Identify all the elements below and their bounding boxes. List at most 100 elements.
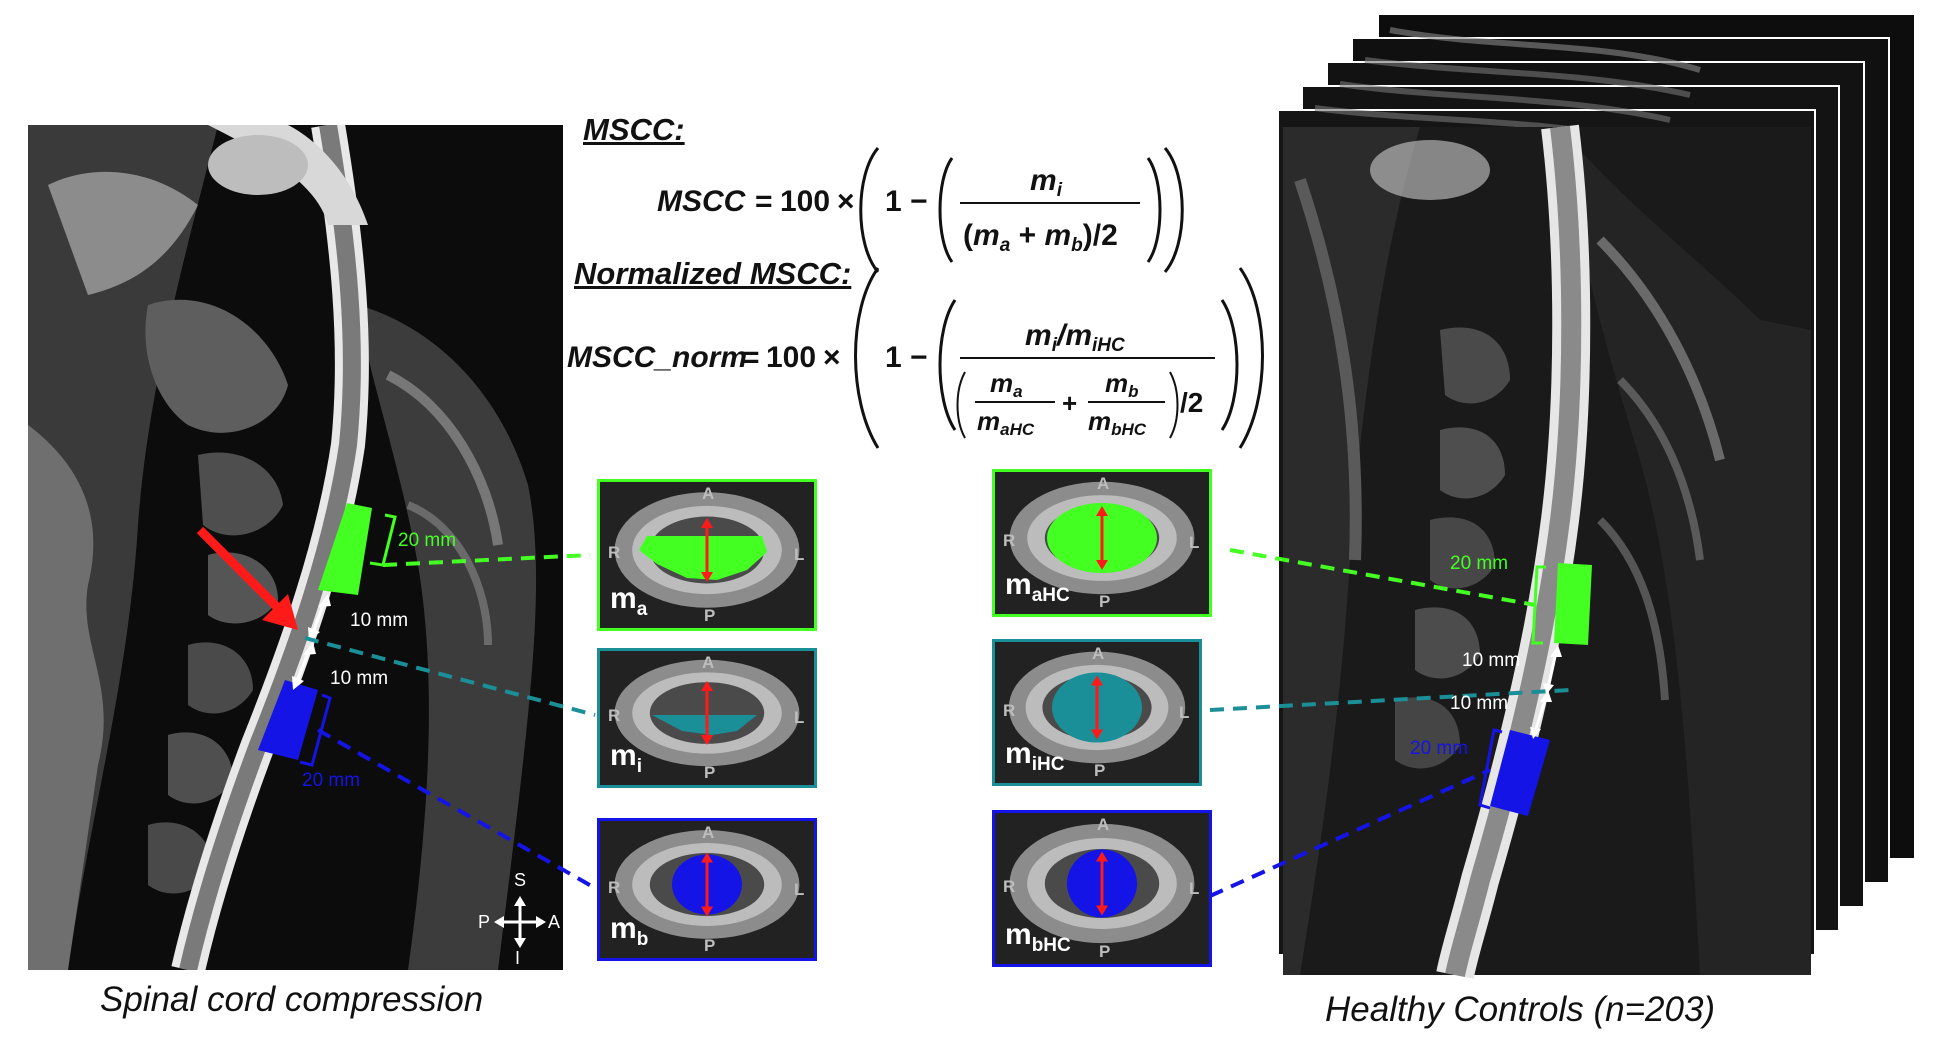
mscc-lhs: MSCC [657, 185, 747, 218]
tile-label-r: R [1003, 700, 1016, 720]
svg-text:mi/miHC: mi/miHC [1025, 319, 1125, 356]
tile-label-r: R [608, 706, 621, 725]
orientation-i: I [515, 948, 521, 968]
patient-mri-drawing [28, 125, 537, 970]
right-lower-bracket [1478, 728, 1503, 810]
compression-arrow [196, 526, 284, 614]
mscc-const: 100 [780, 185, 830, 218]
tile-label-p: P [1099, 592, 1111, 611]
left-upper-segment [318, 503, 372, 595]
normalized-mscc-title: Normalized MSCC: [574, 256, 852, 291]
patient-mri-image [28, 125, 563, 970]
tile-label-p: P [1099, 942, 1111, 961]
axial-tile-mbHC: A P R L mbHC [992, 810, 1212, 967]
left-gap-lower-label: 10 mm [330, 668, 389, 689]
svg-text:−: − [910, 341, 928, 374]
svg-text:×: × [837, 185, 855, 218]
tile-label-r: R [1003, 876, 1016, 896]
axial-tile-ma: A P R L ma [597, 479, 817, 631]
axial-drawing-miHC [995, 642, 1199, 783]
axial-tile-mb: A P R L mb [597, 818, 817, 961]
tile-label-p: P [704, 763, 716, 782]
right-upper-length-label: 20 mm [1450, 553, 1509, 574]
left-blue-connector [317, 728, 596, 890]
svg-text:mbHC: mbHC [1088, 406, 1147, 439]
left-upper-length-label: 20 mm [398, 530, 457, 551]
tile-label-a: A [702, 653, 715, 672]
mscc-equals: = [755, 185, 773, 218]
right-gap-lower-arrow [1533, 696, 1548, 733]
tile-label-a: A [1092, 644, 1105, 663]
svg-text:1: 1 [885, 341, 902, 374]
tile-label-l: L [1189, 878, 1200, 898]
tile-label-l: L [1189, 533, 1200, 552]
svg-text:=: = [742, 341, 760, 374]
right-teal-connector [1209, 688, 1571, 712]
right-upper-segment [1554, 563, 1592, 645]
orientation-cross [494, 896, 546, 948]
axial-tile-maHC: A P R L maHC [992, 469, 1212, 617]
svg-text:(ma + mb)/2: (ma + mb)/2 [963, 219, 1118, 256]
axial-tile-mi: A P R L mi [597, 648, 817, 788]
right-lower-segment [1490, 730, 1550, 816]
svg-text:mb: mb [1105, 368, 1139, 401]
svg-text:+: + [1062, 388, 1077, 418]
compression-arrowhead [262, 594, 298, 630]
left-upper-bracket [369, 513, 397, 567]
left-green-connector [382, 553, 591, 567]
tile-measure-label: ma [610, 582, 648, 620]
right-blue-connector [1209, 768, 1491, 898]
tile-label-r: R [608, 543, 621, 562]
tile-measure-label: maHC [1005, 568, 1070, 606]
svg-text:ma: ma [990, 368, 1023, 401]
mscc-formula: MSCC = 100 × 1 − mi (ma + mb)/2 [657, 147, 1184, 273]
left-caption: Spinal cord compression [100, 980, 484, 1019]
axial-tile-miHC: A P R L miHC [992, 639, 1202, 786]
axial-drawing-ma [600, 482, 814, 628]
tile-label-l: L [794, 879, 805, 899]
axial-drawing-mbHC [995, 813, 1209, 964]
tile-label-l: L [794, 545, 805, 564]
right-caption: Healthy Controls (n=203) [1325, 990, 1716, 1029]
tile-measure-label: mbHC [1005, 918, 1071, 956]
tile-label-p: P [1094, 761, 1106, 780]
tile-measure-label: mi [610, 739, 642, 777]
norm-mscc-formula: MSCC_norm = 100 × 1 − mi/miHC ma maHC + … [567, 267, 1264, 449]
right-lower-length-label: 20 mm [1410, 738, 1469, 759]
orientation-a: A [548, 912, 561, 932]
tile-label-r: R [1003, 531, 1016, 550]
tile-label-l: L [1179, 702, 1190, 722]
tile-label-a: A [1097, 815, 1110, 834]
left-lower-segment [258, 680, 318, 760]
mscc-one: 1 [885, 185, 902, 218]
tile-label-l: L [794, 708, 805, 727]
left-teal-connector [304, 636, 596, 717]
norm-lhs: MSCC_norm [567, 341, 747, 374]
tile-measure-label: miHC [1005, 737, 1065, 775]
right-gap-lower-label: 10 mm [1450, 693, 1509, 714]
tile-label-a: A [702, 484, 715, 503]
tile-measure-label: mb [610, 912, 649, 950]
axial-drawing-mi [600, 651, 814, 785]
svg-text:mi: mi [1030, 164, 1063, 201]
axial-drawing-maHC [995, 472, 1209, 614]
left-lower-length-label: 20 mm [302, 770, 361, 791]
right-green-connector [1229, 548, 1536, 607]
axial-drawing-mb [600, 821, 814, 958]
right-gap-upper-label: 10 mm [1462, 650, 1521, 671]
orientation-p: P [478, 912, 491, 932]
svg-text:−: − [910, 185, 928, 218]
right-gap-upper-arrow [1546, 651, 1558, 689]
tile-label-p: P [704, 606, 716, 625]
tile-label-a: A [1097, 474, 1110, 493]
svg-text:/2: /2 [1180, 387, 1203, 418]
left-gap-upper-label: 10 mm [350, 610, 409, 631]
svg-text:maHC: maHC [977, 406, 1035, 439]
svg-text:100: 100 [766, 341, 816, 374]
tile-label-p: P [704, 936, 716, 955]
healthy-control-stack [1277, 13, 1916, 979]
svg-text:×: × [823, 341, 841, 374]
mscc-title: MSCC: [583, 112, 685, 147]
